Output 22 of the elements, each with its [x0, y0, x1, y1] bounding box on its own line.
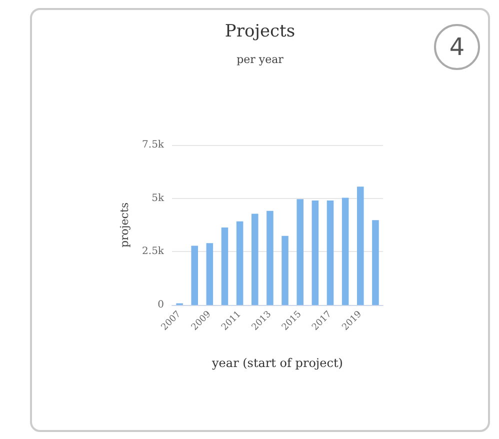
bar — [326, 200, 334, 305]
y-tick-label: 0 — [158, 300, 164, 310]
x-axis-title: year (start of project) — [211, 356, 343, 370]
bar — [342, 198, 349, 305]
bar — [372, 220, 379, 305]
y-axis-title: projects — [118, 202, 131, 248]
y-tick-label: 7.5k — [142, 140, 165, 150]
bar — [206, 243, 214, 305]
bar — [252, 214, 258, 305]
bar — [357, 186, 364, 305]
y-tick-label: 5k — [152, 192, 165, 204]
bar — [312, 200, 319, 305]
chart-title: Projects — [224, 22, 296, 42]
bar — [221, 228, 228, 305]
bar — [266, 210, 274, 305]
text: 4 — [434, 24, 480, 70]
bar — [191, 246, 198, 305]
bar — [282, 236, 288, 305]
bar — [236, 221, 244, 305]
chart-subtitle: per year — [236, 53, 284, 66]
y-tick-label: 2.5k — [142, 246, 165, 258]
bar — [296, 199, 304, 305]
